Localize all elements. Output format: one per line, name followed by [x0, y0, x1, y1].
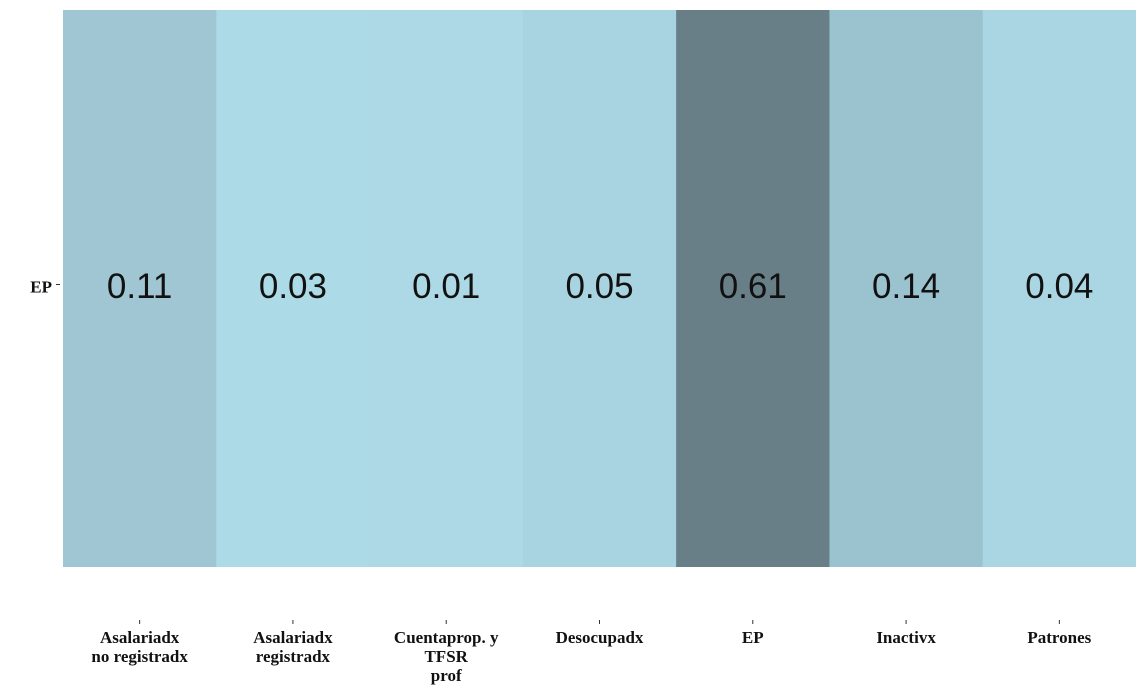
x-tick-label: Patrones	[1027, 628, 1092, 647]
cell-label: 0.03	[259, 267, 327, 306]
cell-label: 0.61	[719, 267, 787, 306]
heatmap-cell	[982, 10, 1136, 567]
cell-label: 0.05	[565, 267, 633, 306]
heatmap-cell	[522, 10, 677, 567]
x-tick-label: Inactivx	[876, 628, 936, 647]
x-tick-label: EP	[741, 628, 764, 647]
x-tick-label: Desocupadx	[555, 628, 644, 647]
heatmap-cell	[829, 10, 984, 567]
x-tick-label: Asalariadx no registradx	[91, 628, 188, 666]
heatmap-cell	[216, 10, 371, 567]
heatmap-cell	[63, 10, 217, 567]
cell-label: 0.04	[1025, 267, 1093, 306]
x-tick-label: Cuentaprop. y TFSR prof	[393, 628, 499, 685]
x-tick-label: Asalariadx registradx	[253, 628, 333, 666]
y-tick-label: EP	[30, 277, 52, 296]
cell-label: 0.14	[872, 267, 940, 306]
heatmap-cell	[369, 10, 524, 567]
cell-label: 0.01	[412, 267, 480, 306]
heatmap-cell	[676, 10, 830, 567]
cell-label: 0.11	[107, 267, 173, 306]
